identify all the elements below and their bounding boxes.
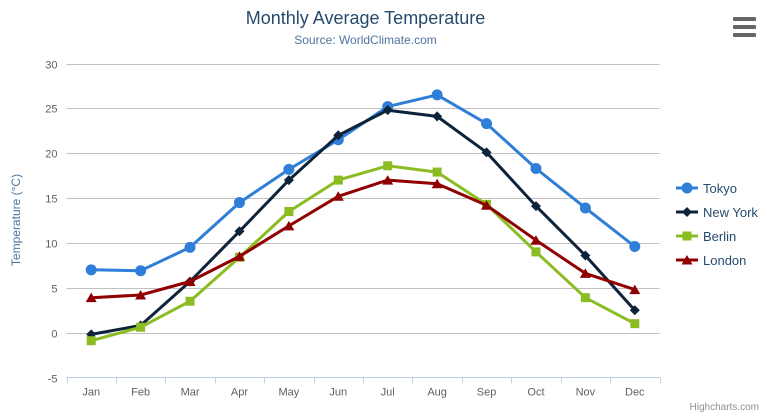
hamburger-icon <box>733 17 756 21</box>
point-marker-tokyo[interactable] <box>85 264 97 276</box>
point-marker-london[interactable] <box>135 289 147 300</box>
y-tick-label: 0 <box>51 329 57 341</box>
x-tick-label: Nov <box>576 387 596 399</box>
point-marker-new-york[interactable] <box>481 147 492 158</box>
y-axis-title: Temperature (°C) <box>9 173 23 267</box>
legend-item-tokyo[interactable]: Tokyo <box>676 176 758 200</box>
point-marker-tokyo[interactable] <box>579 202 591 214</box>
y-tick-label: 10 <box>45 239 57 251</box>
x-tick-label: Mar <box>181 387 200 399</box>
x-tick-label: Feb <box>131 387 150 399</box>
point-marker-london[interactable] <box>530 235 542 245</box>
legend-label: Tokyo <box>703 180 737 196</box>
x-tick-label: Jul <box>381 387 395 399</box>
point-marker-tokyo[interactable] <box>681 182 693 194</box>
point-marker-berlin[interactable] <box>333 175 343 185</box>
legend-item-london[interactable]: London <box>676 248 758 272</box>
legend: Tokyo New York Berlin London <box>676 176 758 272</box>
point-marker-london[interactable] <box>382 175 394 185</box>
y-tick-label: 30 <box>45 60 57 72</box>
point-marker-new-york[interactable] <box>530 201 541 212</box>
point-marker-berlin[interactable] <box>531 247 541 257</box>
point-marker-tokyo[interactable] <box>184 241 196 253</box>
point-marker-new-york[interactable] <box>432 111 443 122</box>
point-marker-new-york[interactable] <box>333 130 344 141</box>
context-menu-button[interactable] <box>731 15 758 39</box>
point-marker-berlin[interactable] <box>185 296 195 306</box>
x-tick-label: Apr <box>231 387 248 399</box>
point-marker-new-york[interactable] <box>234 226 245 237</box>
legend-label: New York <box>703 204 758 220</box>
point-marker-london[interactable] <box>85 292 97 303</box>
x-tick-label: May <box>278 387 299 399</box>
point-marker-london[interactable] <box>233 251 245 261</box>
point-marker-london[interactable] <box>283 220 295 231</box>
point-marker-london[interactable] <box>579 268 591 278</box>
legend-item-new-york[interactable]: New York <box>676 200 758 224</box>
y-tick-label: 5 <box>51 284 57 296</box>
circle-legend-icon <box>676 182 698 194</box>
point-marker-berlin[interactable] <box>630 319 640 329</box>
point-marker-berlin[interactable] <box>432 167 442 177</box>
point-marker-new-york[interactable] <box>580 250 591 261</box>
legend-item-berlin[interactable]: Berlin <box>676 224 758 248</box>
point-marker-london[interactable] <box>332 191 344 201</box>
point-marker-new-york[interactable] <box>629 305 640 316</box>
point-marker-berlin[interactable] <box>383 161 393 171</box>
chart-subtitle: Source: WorldClimate.com <box>294 33 437 47</box>
highcharts-credit-link[interactable]: Highcharts.com <box>689 402 759 413</box>
point-marker-berlin[interactable] <box>580 293 590 303</box>
square-legend-icon <box>676 231 698 241</box>
diamond-legend-icon <box>676 207 698 217</box>
point-marker-tokyo[interactable] <box>233 197 245 209</box>
point-marker-tokyo[interactable] <box>135 265 147 277</box>
point-marker-london[interactable] <box>629 284 641 295</box>
point-marker-london[interactable] <box>184 276 196 287</box>
point-marker-berlin[interactable] <box>682 231 692 241</box>
point-marker-new-york[interactable] <box>283 175 294 186</box>
point-marker-tokyo[interactable] <box>530 162 542 174</box>
x-tick-label: Jun <box>329 387 347 399</box>
y-tick-label: 25 <box>45 104 57 116</box>
y-tick-label: 15 <box>45 194 57 206</box>
x-tick-label: Oct <box>527 387 544 399</box>
x-tick-label: Sep <box>477 387 497 399</box>
point-marker-berlin[interactable] <box>136 322 146 332</box>
series-line-berlin[interactable] <box>89 164 637 343</box>
series-line-london[interactable] <box>89 178 637 300</box>
point-marker-tokyo[interactable] <box>283 163 295 175</box>
point-marker-london[interactable] <box>431 178 443 189</box>
point-marker-new-york[interactable] <box>382 105 393 116</box>
point-marker-berlin[interactable] <box>284 207 294 217</box>
point-marker-berlin[interactable] <box>86 336 96 346</box>
triangle-legend-icon <box>676 255 698 265</box>
chart-title: Monthly Average Temperature <box>245 8 486 28</box>
point-marker-london[interactable] <box>681 255 693 265</box>
series-line-new-york[interactable] <box>89 108 637 336</box>
x-tick-label: Aug <box>427 387 447 399</box>
legend-label: Berlin <box>703 228 737 244</box>
point-marker-new-york[interactable] <box>682 207 692 217</box>
legend-label: London <box>703 252 747 268</box>
x-tick-label: Dec <box>625 387 645 399</box>
point-marker-tokyo[interactable] <box>431 89 443 101</box>
x-tick-label: Jan <box>82 387 100 399</box>
hamburger-icon <box>733 33 756 37</box>
hamburger-icon <box>733 25 756 29</box>
point-marker-tokyo[interactable] <box>481 118 493 130</box>
point-marker-tokyo[interactable] <box>629 241 641 253</box>
y-tick-label: -5 <box>48 374 58 386</box>
y-tick-label: 20 <box>45 149 57 161</box>
point-marker-london[interactable] <box>481 200 493 210</box>
